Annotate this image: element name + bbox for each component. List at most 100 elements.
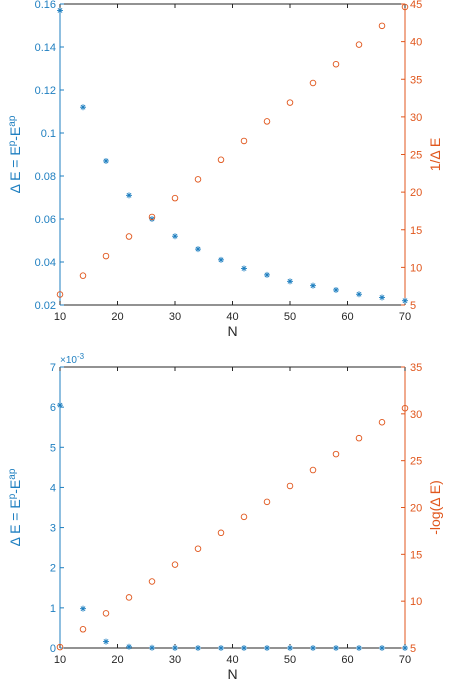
data-point-star — [356, 291, 362, 298]
left-y-tick-label: 7 — [50, 362, 56, 374]
data-point-star — [80, 605, 86, 612]
data-point-star — [218, 645, 224, 651]
x-tick-label: 30 — [169, 654, 181, 666]
right-y-tick-label: 10 — [410, 596, 422, 608]
right-y-tick-label: 30 — [410, 112, 422, 124]
left-y-tick-label: 3 — [50, 523, 56, 535]
star-stroke — [310, 283, 316, 289]
data-point-circle — [194, 545, 202, 552]
star-stroke — [333, 287, 339, 293]
x-axis-label: N — [227, 666, 237, 682]
x-axis-label: N — [227, 323, 237, 339]
data-point-circle — [148, 213, 156, 221]
star-stroke — [103, 158, 109, 164]
data-point-circle — [263, 498, 271, 506]
star-stroke — [241, 266, 247, 271]
star-stroke — [126, 644, 132, 650]
data-point-circle — [171, 194, 179, 202]
left-y-tick-label: 0.08 — [35, 171, 56, 183]
data-point-circle — [286, 99, 294, 106]
left-y-tick-label: 0.1 — [41, 128, 56, 140]
x-tick-label: 10 — [54, 654, 66, 666]
star-stroke — [57, 402, 63, 408]
data-point-star — [126, 643, 132, 650]
data-point-circle — [378, 419, 386, 426]
left-y-axis-label: Δ E = Ep-Eap — [7, 468, 24, 546]
data-point-star — [402, 645, 408, 651]
star-stroke — [80, 104, 86, 110]
star-stroke — [149, 216, 155, 222]
data-point-circle — [309, 79, 317, 87]
right-y-tick-label: 35 — [410, 362, 422, 374]
data-point-circle — [240, 513, 248, 521]
data-point-star — [264, 271, 270, 278]
x-tick-label: 30 — [169, 311, 181, 323]
right-y-axis-label: 1/Δ E — [427, 138, 443, 171]
left-y-axis-label: Δ E = Ep-Eap — [7, 115, 24, 193]
data-point-circle — [148, 578, 156, 585]
data-point-star — [379, 645, 385, 651]
data-point-star — [287, 278, 293, 285]
star-stroke — [379, 295, 385, 300]
star-stroke — [402, 645, 408, 651]
right-y-tick-label: 10 — [410, 262, 422, 274]
star-stroke — [149, 645, 155, 651]
data-point-star — [218, 256, 224, 263]
star-stroke — [402, 298, 408, 304]
left-y-tick-label: 1 — [50, 603, 56, 615]
data-point-circle — [102, 252, 110, 260]
chart-panel-2: 10 20 30 40 50 60 70 N 0 1 2 3 4 5 6 7 5 10 15 20 25 30 35 ×10-… — [50, 352, 422, 683]
star-stroke — [218, 645, 224, 651]
right-y-tick-label: 25 — [410, 150, 422, 162]
data-point-circle — [240, 137, 248, 145]
data-point-star — [126, 192, 132, 199]
data-point-circle — [217, 529, 225, 537]
right-y-tick-label: 20 — [410, 187, 422, 199]
data-point-circle — [332, 60, 340, 68]
data-point-star — [103, 157, 109, 164]
star-stroke — [264, 272, 270, 278]
right-y-tick-label: 5 — [410, 643, 416, 655]
right-y-axis-label: -log(Δ E) — [427, 480, 443, 534]
left-y-tick-label: 0.16 — [35, 0, 56, 11]
star-stroke — [287, 278, 293, 284]
data-point-star — [310, 645, 316, 651]
data-point-star — [80, 104, 86, 111]
data-point-star — [356, 645, 362, 651]
data-point-circle — [401, 404, 409, 412]
right-y-tick-label: 25 — [410, 456, 422, 468]
data-point-circle — [79, 272, 87, 279]
x-tick-label: 20 — [111, 654, 123, 666]
data-point-star — [241, 265, 247, 272]
data-point-star — [172, 644, 178, 651]
right-y-tick-label: 45 — [410, 0, 422, 11]
left-y-tick-label: 0.12 — [35, 85, 56, 97]
data-point-circle — [102, 610, 110, 617]
data-point-circle — [263, 118, 271, 125]
x-tick-label: 20 — [111, 311, 123, 323]
star-stroke — [103, 639, 109, 644]
left-y-tick-label: 0.02 — [35, 300, 56, 312]
data-point-star — [103, 638, 109, 645]
x-tick-label: 60 — [341, 654, 353, 666]
data-point-star — [333, 645, 339, 651]
data-point-star — [287, 645, 293, 651]
data-point-star — [172, 233, 178, 240]
x-tick-label: 50 — [284, 654, 296, 666]
star-stroke — [57, 8, 63, 13]
data-point-star — [310, 282, 316, 289]
right-y-tick-label: 15 — [410, 225, 422, 237]
data-point-star — [264, 645, 270, 651]
data-point-star — [195, 246, 201, 253]
data-point-circle — [309, 466, 317, 474]
data-point-circle — [171, 561, 179, 568]
left-y-tick-label: 0.04 — [35, 257, 56, 269]
star-stroke — [172, 645, 178, 651]
left-y-tick-label: 6 — [50, 402, 56, 414]
data-point-star — [195, 645, 201, 651]
left-y-tick-label: 4 — [50, 482, 56, 494]
x-tick-label: 50 — [284, 311, 296, 323]
star-stroke — [379, 645, 385, 651]
data-point-circle — [355, 434, 363, 442]
data-point-circle — [125, 594, 133, 601]
